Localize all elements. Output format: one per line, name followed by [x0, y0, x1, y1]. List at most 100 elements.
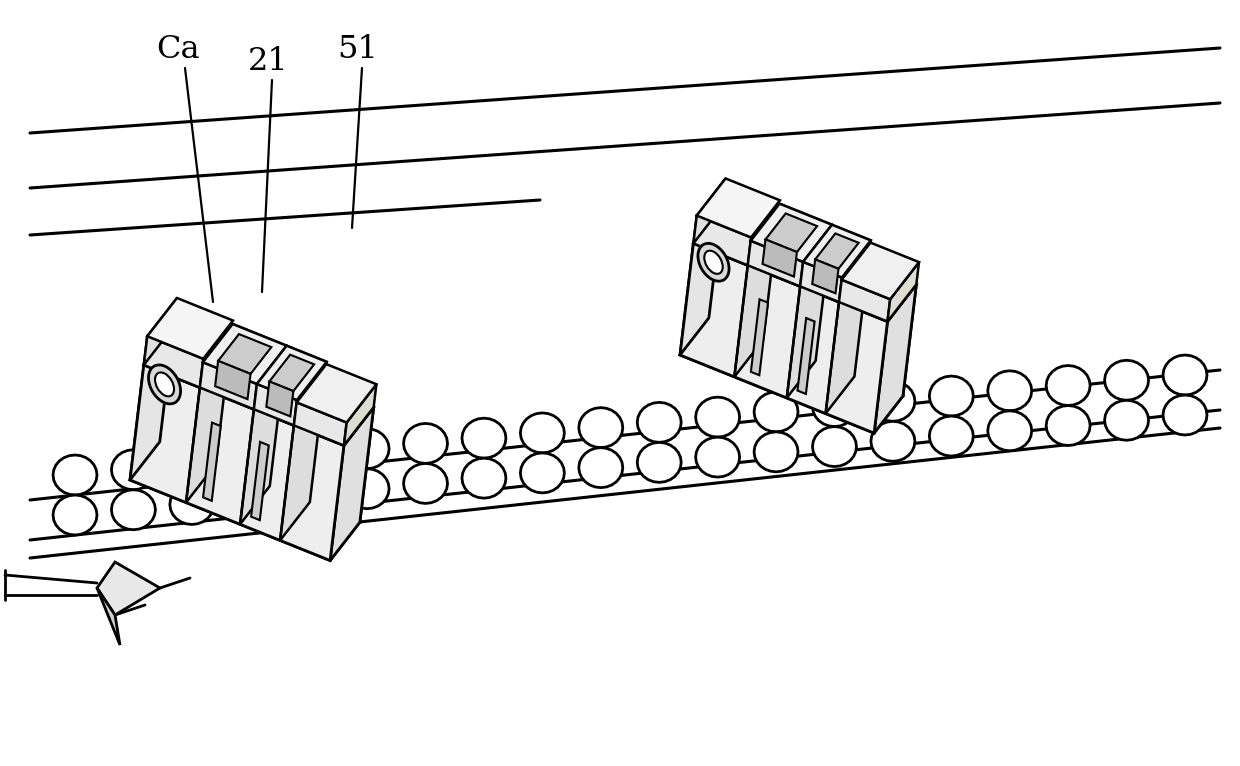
Polygon shape — [839, 280, 890, 322]
Ellipse shape — [704, 250, 723, 274]
Polygon shape — [228, 480, 273, 519]
Polygon shape — [637, 402, 681, 443]
Polygon shape — [229, 324, 286, 371]
Polygon shape — [786, 249, 830, 398]
Polygon shape — [800, 262, 842, 302]
Polygon shape — [148, 298, 233, 358]
Polygon shape — [696, 437, 739, 477]
Polygon shape — [734, 228, 776, 377]
Polygon shape — [228, 439, 273, 480]
Polygon shape — [97, 588, 120, 645]
Ellipse shape — [155, 372, 174, 396]
Polygon shape — [754, 432, 799, 472]
Polygon shape — [403, 463, 448, 503]
Polygon shape — [750, 204, 832, 262]
Polygon shape — [53, 455, 97, 495]
Text: Ca: Ca — [156, 34, 200, 66]
Polygon shape — [294, 402, 347, 446]
Polygon shape — [280, 387, 324, 540]
Polygon shape — [797, 318, 815, 394]
Polygon shape — [170, 484, 213, 525]
Polygon shape — [170, 444, 213, 484]
Polygon shape — [254, 384, 296, 425]
Polygon shape — [988, 411, 1032, 450]
Polygon shape — [751, 300, 768, 375]
Polygon shape — [203, 423, 221, 501]
Polygon shape — [218, 334, 272, 374]
Polygon shape — [870, 381, 915, 421]
Polygon shape — [696, 397, 739, 437]
Polygon shape — [203, 324, 286, 384]
Polygon shape — [130, 442, 360, 561]
Polygon shape — [680, 318, 903, 433]
Polygon shape — [680, 206, 722, 355]
Polygon shape — [579, 408, 622, 447]
Polygon shape — [929, 416, 973, 456]
Polygon shape — [144, 298, 177, 365]
Polygon shape — [812, 427, 857, 466]
Polygon shape — [53, 495, 97, 535]
Polygon shape — [697, 178, 780, 237]
Polygon shape — [269, 355, 314, 391]
Text: 21: 21 — [248, 47, 289, 77]
Polygon shape — [1163, 355, 1207, 395]
Polygon shape — [1047, 365, 1090, 405]
Polygon shape — [257, 345, 326, 400]
Polygon shape — [241, 371, 284, 524]
Polygon shape — [1105, 401, 1148, 440]
Polygon shape — [330, 408, 373, 561]
Polygon shape — [579, 447, 622, 488]
Polygon shape — [521, 413, 564, 453]
Polygon shape — [186, 349, 229, 502]
Polygon shape — [988, 371, 1032, 411]
Polygon shape — [250, 442, 269, 520]
Polygon shape — [1047, 405, 1090, 446]
Polygon shape — [286, 434, 331, 474]
Text: 51: 51 — [337, 34, 378, 66]
Polygon shape — [463, 458, 506, 498]
Ellipse shape — [698, 244, 729, 281]
Polygon shape — [870, 421, 915, 461]
Polygon shape — [754, 392, 799, 432]
Polygon shape — [130, 365, 343, 561]
Polygon shape — [144, 327, 373, 446]
Polygon shape — [812, 387, 857, 427]
Polygon shape — [200, 362, 257, 409]
Polygon shape — [693, 215, 751, 265]
Polygon shape — [815, 234, 858, 269]
Polygon shape — [112, 489, 155, 530]
Polygon shape — [345, 469, 389, 509]
Polygon shape — [267, 381, 294, 417]
Polygon shape — [842, 243, 919, 300]
Polygon shape — [284, 345, 326, 387]
Polygon shape — [680, 244, 888, 433]
Polygon shape — [343, 385, 377, 446]
Polygon shape — [812, 260, 838, 293]
Polygon shape — [709, 206, 916, 396]
Polygon shape — [130, 327, 174, 480]
Polygon shape — [874, 284, 916, 433]
Polygon shape — [345, 429, 389, 469]
Polygon shape — [748, 241, 804, 286]
Polygon shape — [693, 206, 916, 322]
Polygon shape — [296, 364, 377, 423]
Polygon shape — [765, 214, 817, 252]
Polygon shape — [215, 361, 250, 399]
Polygon shape — [1163, 395, 1207, 435]
Polygon shape — [403, 424, 448, 463]
Polygon shape — [463, 418, 506, 458]
Polygon shape — [776, 204, 832, 249]
Polygon shape — [521, 453, 564, 493]
Polygon shape — [144, 336, 203, 388]
Polygon shape — [112, 450, 155, 489]
Polygon shape — [804, 224, 870, 277]
Polygon shape — [888, 262, 919, 322]
Ellipse shape — [149, 365, 181, 404]
Polygon shape — [693, 178, 725, 244]
Polygon shape — [97, 562, 160, 615]
Polygon shape — [160, 327, 373, 522]
Polygon shape — [637, 443, 681, 483]
Polygon shape — [826, 265, 868, 414]
Polygon shape — [286, 474, 331, 514]
Polygon shape — [830, 224, 870, 265]
